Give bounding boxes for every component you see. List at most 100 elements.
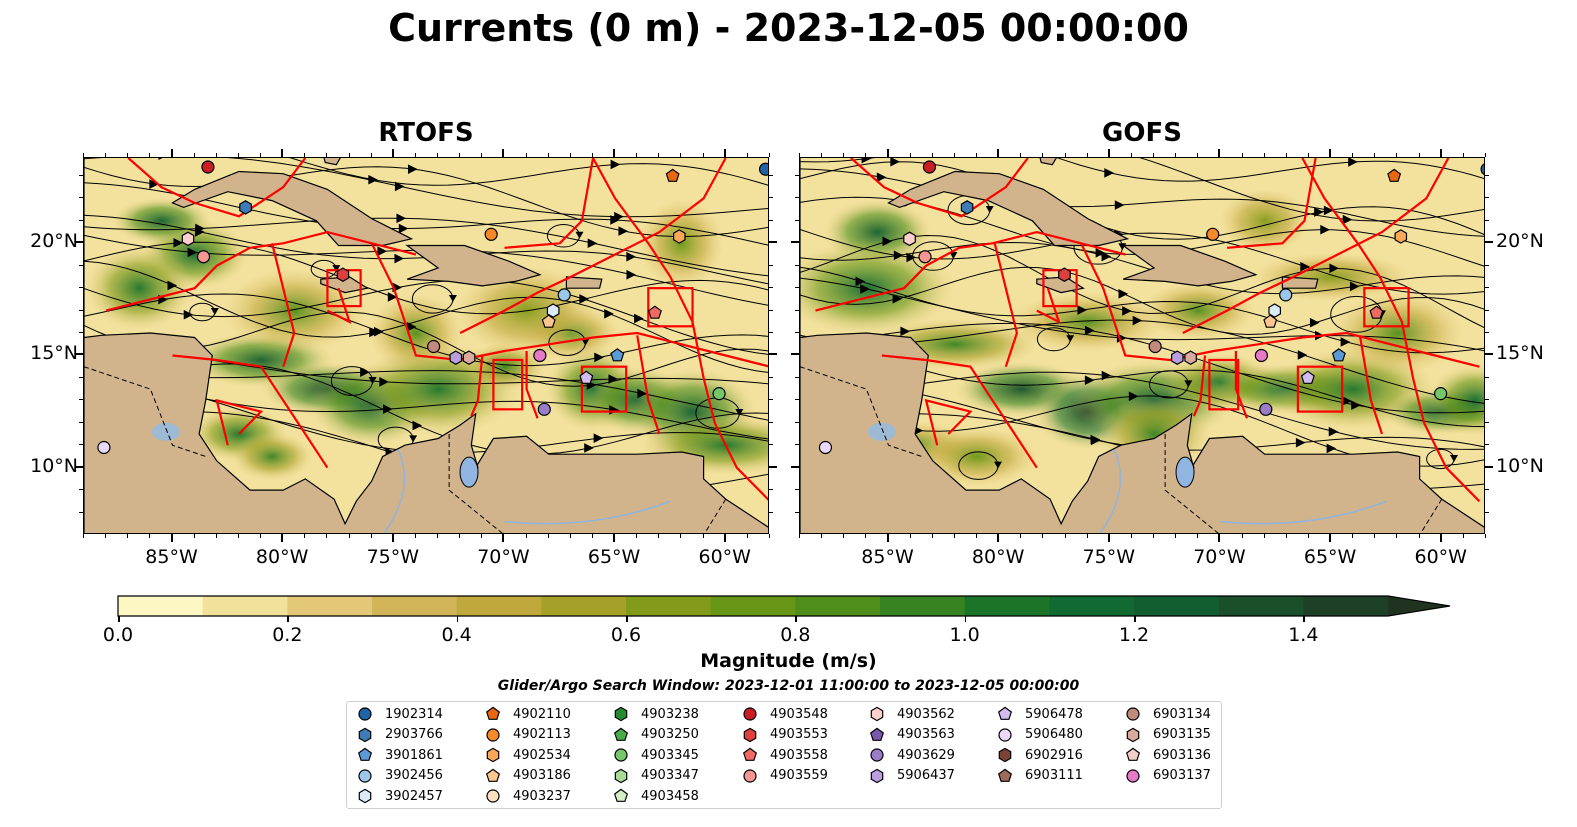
lon-minor-tick-top (326, 153, 328, 157)
lon-minor-tick (348, 534, 350, 538)
lon-minor-tick (799, 534, 800, 538)
lat-minor-tick (79, 287, 83, 289)
legend-label: 4903238 (641, 706, 699, 722)
legend-item: 4903553 (742, 727, 828, 743)
lat-tick-label-right: 10°N (1496, 454, 1544, 477)
colorbar-tick-mark (626, 616, 628, 622)
float-marker-6903137 (1254, 348, 1268, 363)
lat-minor-tick (79, 242, 83, 244)
legend-label: 3901861 (385, 747, 443, 763)
float-marker-6903134 (1148, 339, 1162, 354)
lon-minor-tick (414, 534, 416, 538)
legend-marker-hexagon-icon (870, 706, 884, 722)
lon-minor-tick-top (1153, 153, 1155, 157)
lon-tick-label: 70°W (477, 546, 530, 568)
lon-tick-mark (723, 534, 726, 542)
lon-minor-tick (260, 534, 262, 538)
legend-label: 3902457 (385, 788, 443, 804)
float-marker-3902456 (1279, 288, 1293, 302)
lon-minor-tick-top (1197, 153, 1199, 157)
float-marker-4903548 (201, 160, 215, 174)
lat-minor-tick (79, 489, 83, 491)
lat-minor-tick-right (1485, 466, 1489, 468)
lon-minor-tick-top (1263, 153, 1265, 157)
lon-minor-tick-top (1020, 153, 1022, 157)
legend-item: 3902456 (357, 768, 443, 784)
lon-tick-label: 60°W (1414, 546, 1467, 568)
rtofs-current-map (83, 157, 769, 534)
lat-minor-tick (79, 399, 83, 401)
lon-tick-label: 85°W (145, 546, 198, 568)
lat-tick-label-right: 20°N (1496, 230, 1544, 253)
lat-minor-tick (795, 287, 799, 289)
lat-minor-tick (795, 332, 799, 334)
lon-minor-tick-top (83, 153, 84, 157)
lat-minor-tick-right (1485, 332, 1489, 334)
lat-minor-tick-right (1485, 174, 1489, 176)
lat-minor-tick (79, 197, 83, 199)
lon-minor-tick (680, 534, 682, 538)
lon-minor-tick-top (237, 153, 239, 157)
lon-minor-tick (105, 534, 107, 538)
lon-minor-tick-top (1462, 153, 1464, 157)
lat-minor-tick (79, 309, 83, 311)
lat-minor-tick-right (1485, 354, 1489, 356)
lon-minor-tick-top (746, 153, 748, 157)
lon-tick-label: 65°W (1303, 546, 1357, 568)
lon-tick-mark (1329, 534, 1332, 542)
lon-minor-tick-top (1285, 153, 1287, 157)
lon-tick-mark (613, 534, 616, 542)
lon-tick-mark (1439, 534, 1442, 542)
lat-minor-tick (795, 309, 799, 311)
lon-tick-label: 80°W (255, 546, 309, 568)
lat-tick-label-right: 15°N (1496, 342, 1544, 365)
legend-label: 5906478 (1025, 706, 1083, 722)
lon-minor-tick (909, 534, 911, 538)
legend-item: 6903137 (1125, 768, 1211, 784)
float-marker-5906437 (1171, 350, 1184, 365)
legend-marker-pentagon-icon (997, 768, 1013, 782)
lon-minor-tick-top (1241, 153, 1243, 157)
legend-marker-pentagon-icon (485, 768, 501, 782)
float-marker-3901861 (610, 348, 625, 362)
lat-minor-tick-right (769, 466, 773, 468)
figure-title: Currents (0 m) - 2023-12-05 00:00:00 (388, 6, 1189, 50)
legend-item: 4903237 (485, 788, 571, 804)
lat-tick-label-left: 20°N (30, 230, 78, 253)
lon-minor-tick-top (909, 153, 911, 157)
lon-minor-tick (1042, 534, 1044, 538)
colorbar-bin (202, 596, 288, 616)
legend-item: 4903548 (742, 706, 828, 722)
colorbar-tick-mark (795, 616, 797, 622)
float-marker-4903629 (537, 402, 551, 416)
lat-minor-tick (79, 332, 83, 334)
lat-tick-mark-right (1485, 241, 1493, 244)
lon-minor-tick (1352, 534, 1354, 538)
float-marker-4903345 (1434, 387, 1448, 401)
legend-label: 6903111 (1025, 768, 1083, 783)
lon-minor-tick-top (865, 153, 867, 157)
lon-minor-tick-top (591, 153, 593, 157)
lon-minor-tick (1285, 534, 1287, 538)
lat-minor-tick (795, 354, 799, 356)
legend-marker-pentagon-icon (869, 727, 885, 741)
lat-minor-tick (795, 511, 799, 513)
lat-minor-tick (79, 264, 83, 266)
lat-minor-tick (795, 174, 799, 176)
legend-marker-circle-icon (486, 727, 500, 742)
lon-minor-tick (1440, 534, 1442, 538)
legend-item: 5906480 (997, 727, 1083, 743)
legend-item: 4903186 (485, 768, 571, 784)
colorbar-tick-label: 1.2 (1118, 624, 1150, 646)
rtofs-map-canvas (84, 158, 768, 533)
lat-minor-tick-right (769, 242, 773, 244)
lon-minor-tick (1020, 534, 1022, 538)
colorbar-bin (372, 596, 458, 616)
float-marker-2903766 (239, 200, 252, 215)
legend-label: 4903237 (513, 788, 571, 804)
lat-minor-tick-right (769, 444, 773, 446)
legend-marker-hexagon-icon (1126, 727, 1140, 742)
lon-minor-tick (1330, 534, 1332, 538)
lon-minor-tick-top (702, 153, 704, 157)
legend-item: 4903347 (613, 768, 699, 784)
